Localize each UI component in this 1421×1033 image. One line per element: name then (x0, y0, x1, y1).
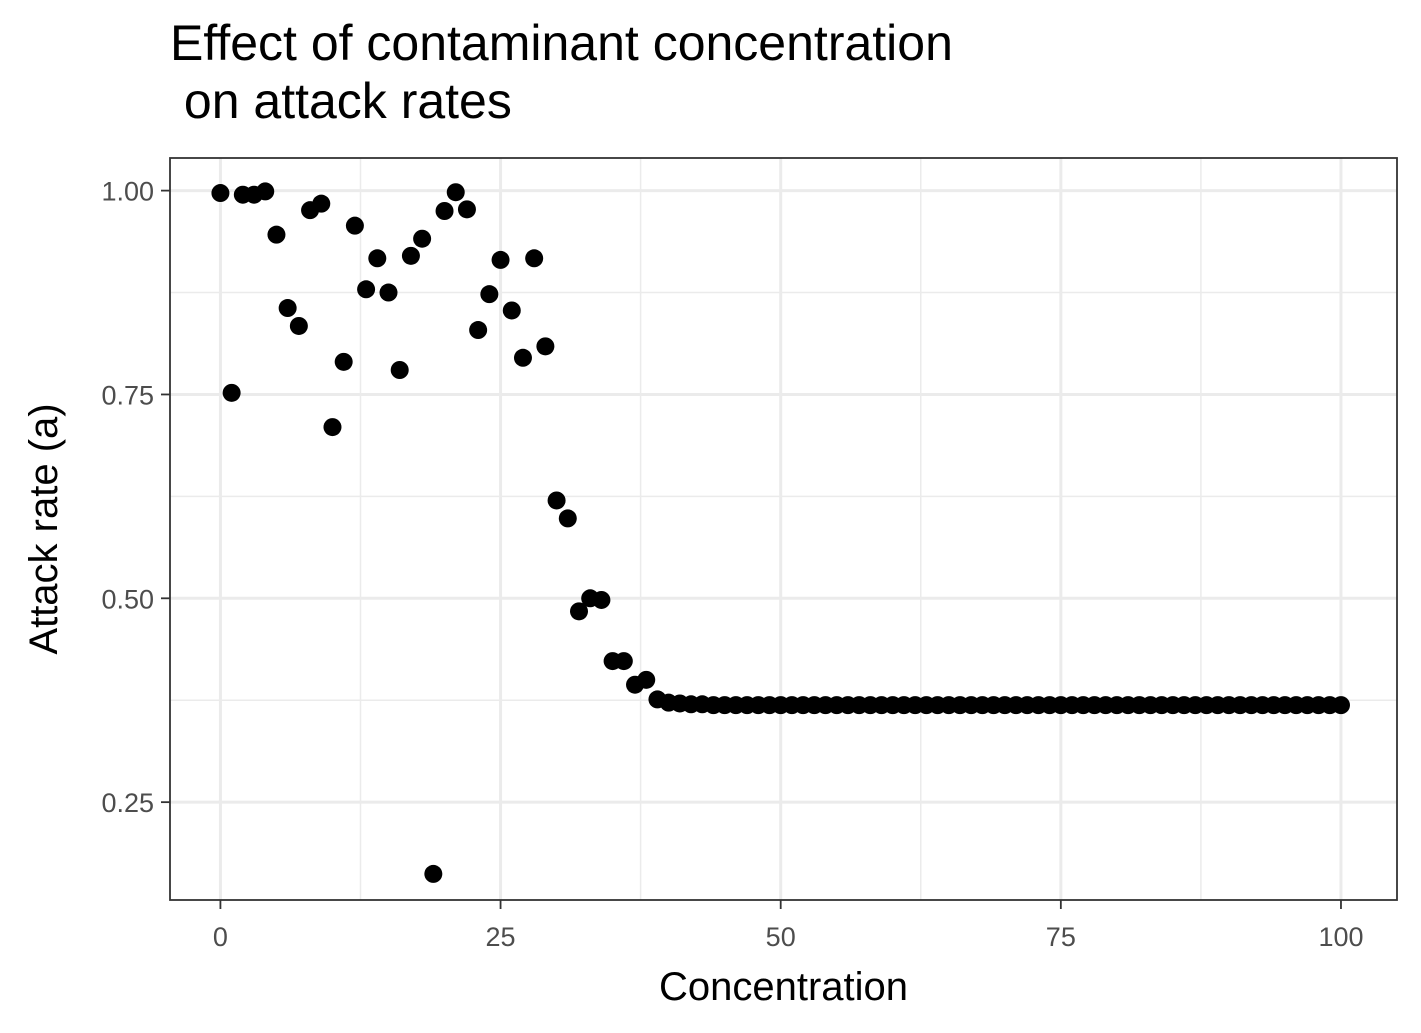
data-point (525, 249, 544, 268)
chart-title: Effect of contaminant concentration on a… (170, 15, 953, 129)
data-point (267, 225, 286, 244)
data-point (323, 418, 342, 437)
x-tick-label: 100 (1318, 922, 1363, 952)
y-axis: 0.25 0.50 0.75 1.00 (101, 177, 170, 818)
plot-panel-border (169, 157, 1398, 901)
data-point (424, 864, 443, 883)
data-point (570, 602, 588, 621)
data-point (614, 652, 633, 671)
data-point (222, 383, 241, 402)
plot-panel-background (170, 158, 1397, 900)
y-tick-label: 0.50 (101, 584, 154, 614)
y-tick-label: 0.25 (101, 788, 154, 818)
data-point (401, 246, 420, 265)
data-point (446, 183, 465, 202)
minor-gridlines (170, 158, 1397, 900)
data-point (334, 352, 353, 371)
y-tick-label: 1.00 (101, 177, 154, 207)
x-tick-label: 25 (486, 922, 516, 952)
x-tick-label: 75 (1046, 922, 1076, 952)
data-point (435, 202, 454, 220)
data-point (256, 182, 275, 201)
data-points (211, 182, 1350, 883)
data-point (357, 280, 376, 299)
data-point (312, 194, 331, 213)
data-point (547, 491, 566, 510)
data-point (368, 249, 387, 268)
data-point (592, 590, 611, 609)
x-tick-label: 0 (213, 922, 228, 952)
data-point (457, 200, 476, 219)
data-point (558, 509, 577, 528)
data-point (390, 361, 409, 379)
data-point (289, 316, 308, 335)
data-point (469, 321, 488, 340)
data-point (345, 216, 364, 235)
y-tick-label: 0.75 (101, 380, 154, 410)
major-gridlines (170, 158, 1397, 900)
data-point (1331, 696, 1350, 715)
data-point (637, 670, 656, 689)
x-axis-title: Concentration (659, 965, 908, 1009)
x-axis: 0 25 50 75 100 (213, 900, 1364, 952)
y-axis-title: Attack rate (a) (22, 403, 66, 654)
data-point (491, 250, 510, 269)
data-point (379, 283, 398, 302)
data-point (480, 285, 499, 304)
x-tick-label: 50 (766, 922, 796, 952)
data-point (536, 337, 555, 356)
data-point (413, 229, 432, 248)
data-point (502, 301, 521, 320)
data-point (211, 184, 230, 203)
data-point (513, 348, 532, 367)
data-point (278, 299, 297, 318)
